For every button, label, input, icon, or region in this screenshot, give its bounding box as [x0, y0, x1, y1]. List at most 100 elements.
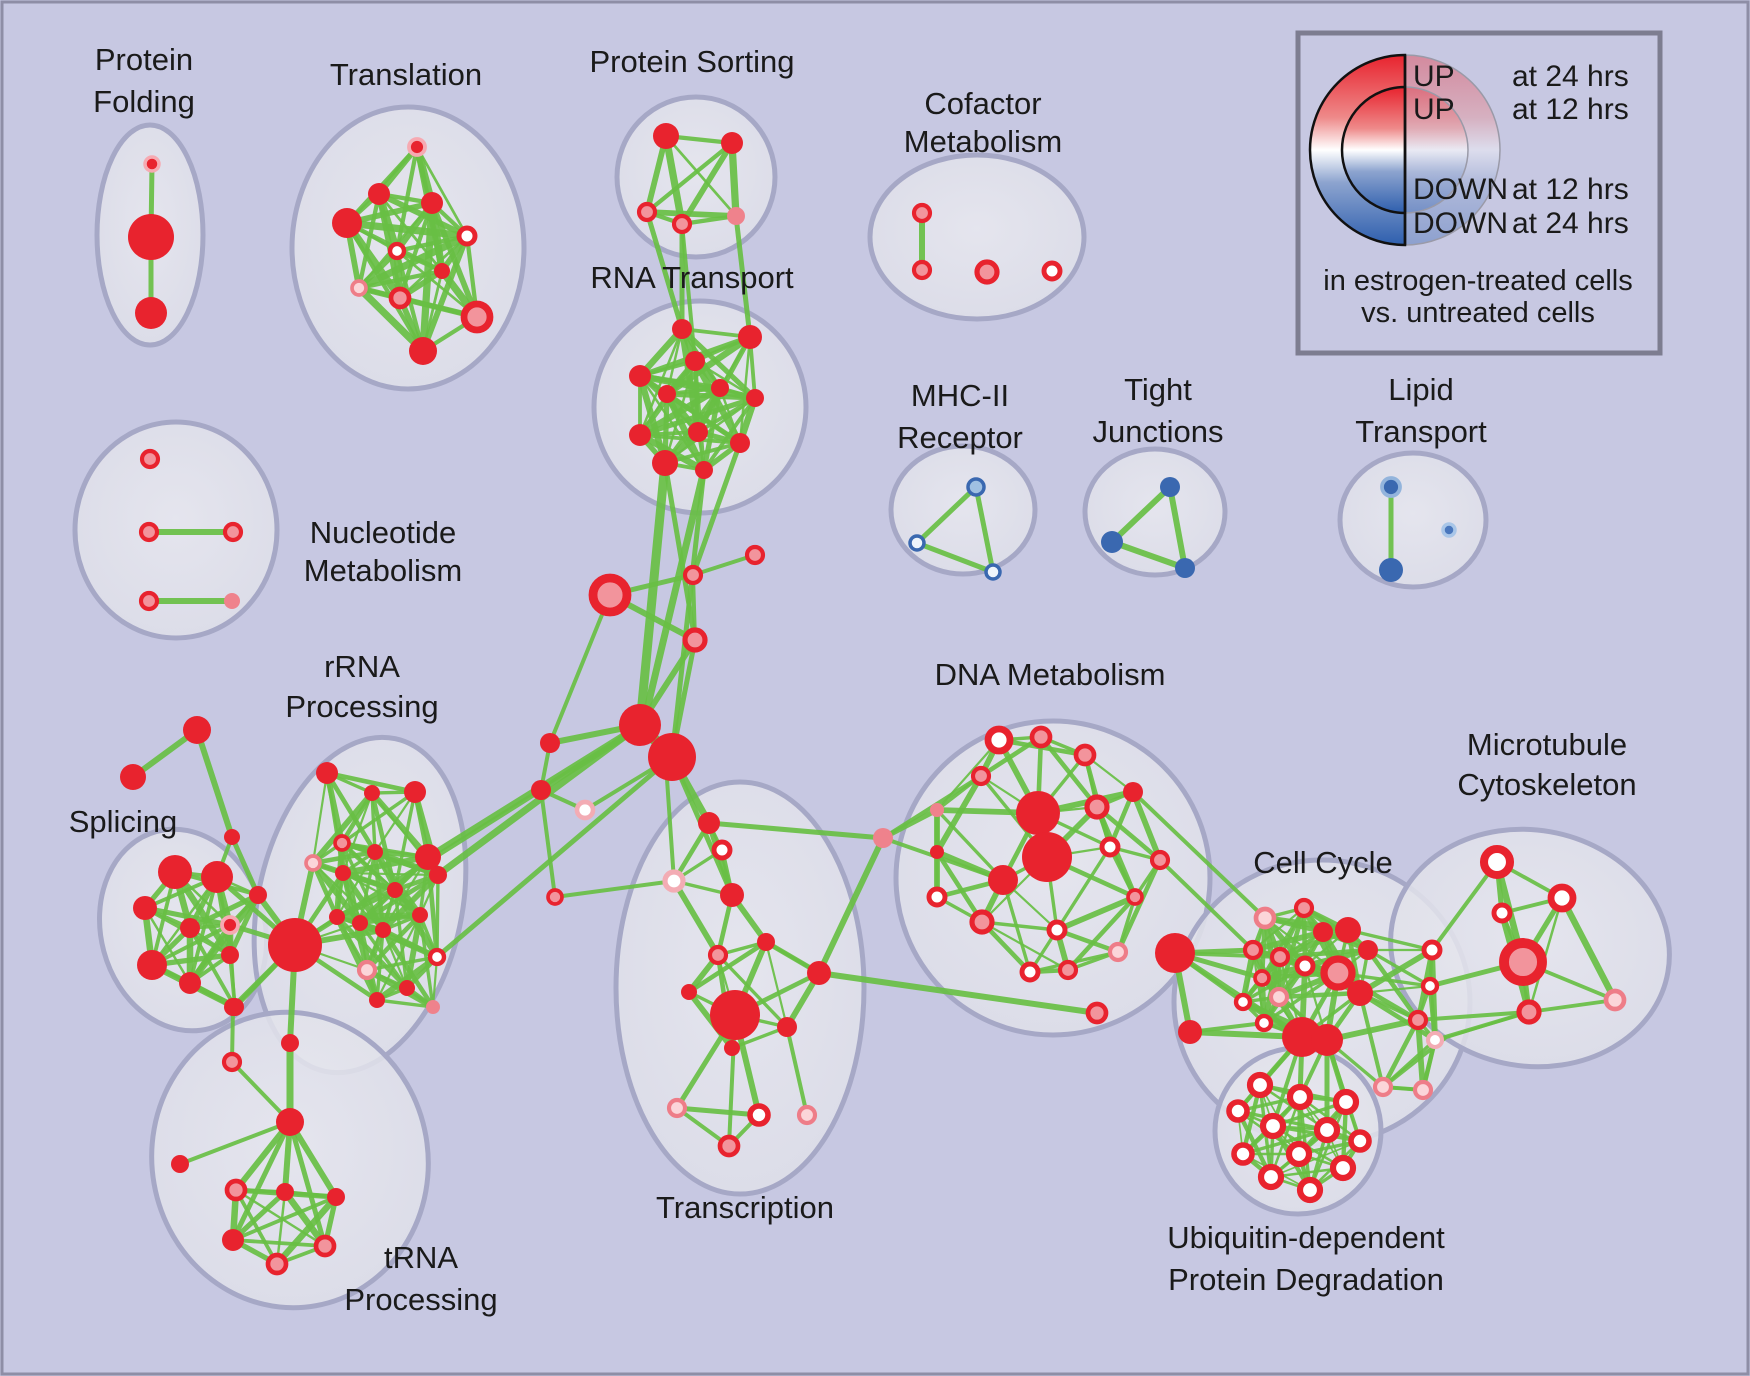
gene-node	[133, 896, 157, 920]
edge	[636, 384, 724, 439]
edge	[637, 395, 758, 438]
edge	[340, 790, 417, 845]
network-nodes	[120, 123, 1627, 1276]
cluster-label-cofactor-metabolism: Metabolism	[904, 124, 1063, 159]
edge	[980, 920, 1070, 972]
cluster-label-tight-junctions: Tight	[1124, 372, 1192, 407]
gene-node	[368, 183, 390, 205]
gene-node	[574, 799, 596, 821]
gene-node	[1057, 959, 1079, 981]
gene-node	[183, 716, 211, 744]
gene-node	[744, 544, 766, 566]
cluster-label-rrna-processing: rRNA	[324, 649, 400, 684]
edge	[553, 879, 676, 899]
edge	[229, 834, 261, 898]
edge	[186, 891, 262, 987]
gene-node	[662, 869, 686, 893]
gene-node	[1380, 476, 1402, 498]
gene-node	[1425, 1030, 1445, 1050]
gene-node	[415, 844, 441, 870]
cluster-label-translation: Translation	[330, 57, 482, 92]
edge	[690, 440, 743, 578]
edge	[365, 955, 439, 972]
gene-node	[1099, 836, 1121, 858]
edge	[728, 139, 740, 220]
gene-node	[179, 972, 201, 994]
gene-node	[724, 1040, 740, 1056]
edge	[816, 835, 886, 976]
gene-node	[426, 1000, 440, 1014]
edge	[230, 1119, 293, 1243]
gene-node	[171, 1155, 189, 1173]
cluster-label-rrna-processing: Processing	[285, 689, 438, 724]
legend-ring-saturated	[1340, 85, 1407, 215]
gene-node	[421, 192, 443, 214]
edge	[1065, 894, 1138, 973]
edge	[679, 140, 735, 227]
edge	[1308, 1100, 1348, 1192]
cluster-label-ubiquitin-degradation: Protein Degradation	[1168, 1262, 1444, 1297]
gene-node	[966, 477, 986, 497]
gene-node	[629, 424, 651, 446]
edge	[644, 209, 739, 219]
gene-node	[711, 839, 733, 861]
edge	[1158, 858, 1255, 952]
cluster-label-trna-processing: tRNA	[384, 1240, 458, 1275]
edge	[374, 954, 440, 1003]
gene-node	[1022, 832, 1072, 882]
gene-node	[1107, 941, 1129, 963]
gene-node	[139, 448, 161, 470]
gene-node	[695, 461, 713, 479]
gene-node	[1259, 1112, 1287, 1140]
gene-node	[1231, 1142, 1255, 1166]
gene-node	[682, 627, 708, 653]
edge	[357, 912, 423, 926]
edge	[1130, 789, 1163, 863]
gene-node	[1296, 1176, 1324, 1204]
gene-node	[399, 980, 415, 996]
edge	[1269, 1095, 1302, 1179]
edge	[435, 873, 440, 959]
gene-node	[1254, 1013, 1274, 1033]
gene-node	[685, 351, 705, 371]
edge	[234, 1188, 279, 1266]
gene-node	[222, 521, 244, 543]
gene-node	[456, 225, 478, 247]
gene-node	[1479, 844, 1515, 880]
cluster-labels: Protein Folding Translation Protein Sorting…	[69, 42, 1637, 1317]
edge	[194, 727, 235, 840]
gene-node	[387, 882, 403, 898]
gene-node	[409, 337, 437, 365]
edge	[335, 850, 377, 919]
legend-time-label: at 12 hrs	[1512, 93, 1629, 126]
gene-node	[873, 828, 893, 848]
gene-node	[137, 950, 167, 980]
gene-node	[930, 803, 944, 817]
gene-node	[746, 389, 764, 407]
gene-node	[619, 704, 661, 746]
gene-node	[717, 1134, 741, 1158]
edge	[324, 770, 418, 795]
cluster-label-transcription: Transcription	[656, 1190, 834, 1225]
gene-node	[1348, 1129, 1372, 1153]
gene-node	[460, 300, 494, 334]
edge	[356, 268, 445, 291]
edge	[935, 808, 1005, 882]
gene-node	[1347, 980, 1373, 1006]
gene-node	[313, 1234, 337, 1258]
edge	[415, 145, 469, 238]
edge	[638, 433, 742, 445]
edge	[644, 140, 735, 215]
cluster-label-rna-transport: RNA Transport	[590, 260, 794, 295]
gene-node	[926, 886, 948, 908]
gene-node	[1226, 1099, 1250, 1123]
gene-node	[1160, 477, 1180, 497]
gene-node	[1412, 1079, 1434, 1101]
legend-time-label: at 24 hrs	[1512, 207, 1629, 240]
edge	[914, 540, 996, 575]
gene-node	[350, 279, 368, 297]
edge	[143, 906, 192, 985]
edge	[764, 940, 789, 1029]
edge	[539, 788, 557, 899]
gene-node	[1294, 955, 1316, 977]
